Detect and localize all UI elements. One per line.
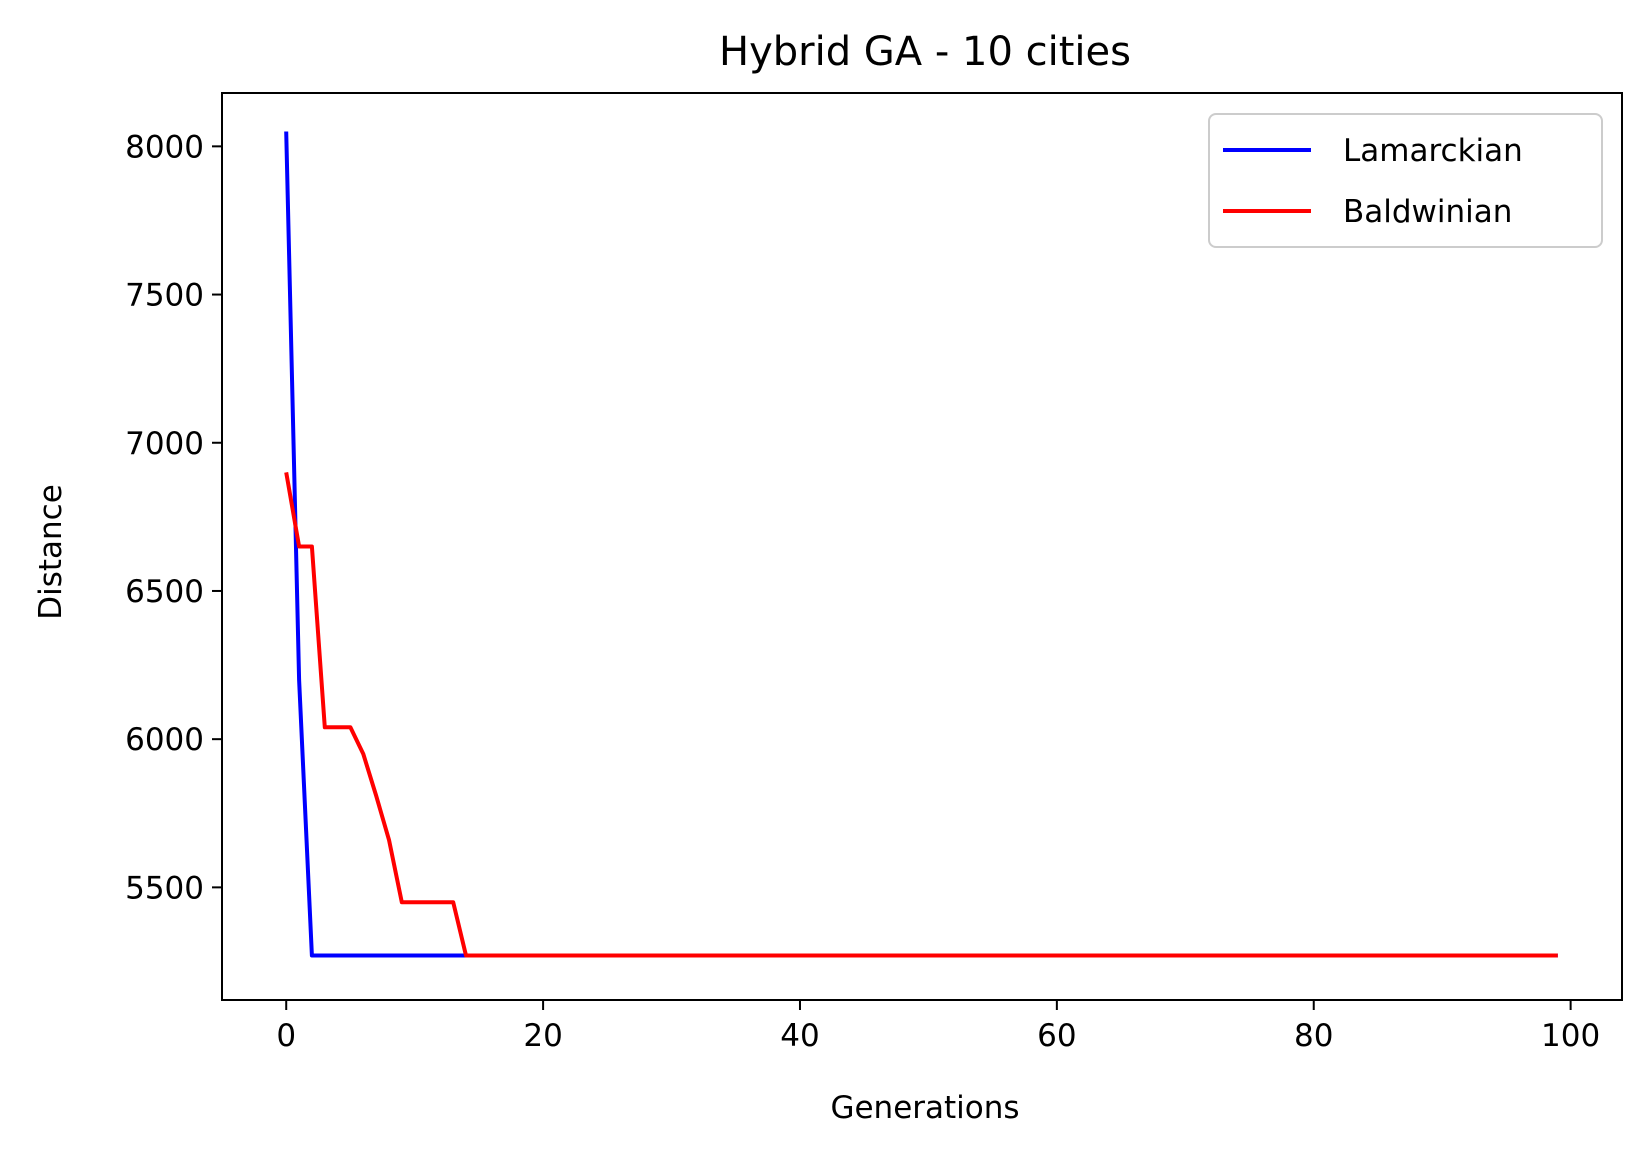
axes-frame: [221, 92, 1623, 1001]
x-axis-label: Generations: [830, 1090, 1019, 1126]
legend: Lamarckian Baldwinian: [1208, 113, 1603, 248]
x-tick-label: 20: [523, 1018, 562, 1054]
x-tick-label: 60: [1037, 1018, 1076, 1054]
plot-lines: [284, 131, 1558, 958]
y-axis-ticks: 5500 6000 6500 7000 7500 8000: [125, 129, 222, 906]
y-tick-label: 7500: [125, 278, 204, 314]
legend-label-baldwinian: Baldwinian: [1343, 194, 1512, 230]
legend-box: [1208, 113, 1603, 248]
x-tick-label: 80: [1294, 1018, 1333, 1054]
x-tick-label: 0: [276, 1018, 296, 1054]
x-tick-label: 100: [1541, 1018, 1600, 1054]
y-tick-label: 6500: [125, 574, 204, 610]
chart-title: Hybrid GA - 10 cities: [719, 29, 1131, 75]
x-axis-ticks: 0 20 40 60 80 100: [276, 1000, 1600, 1054]
y-tick-label: 6000: [125, 722, 204, 758]
y-tick-label: 5500: [125, 870, 204, 906]
y-tick-label: 7000: [125, 426, 204, 462]
y-tick-label: 8000: [125, 129, 204, 165]
y-axis-label: Distance: [33, 484, 69, 620]
x-tick-label: 40: [780, 1018, 819, 1054]
legend-label-lamarckian: Lamarckian: [1343, 133, 1523, 169]
series-line-baldwinian: [284, 472, 1558, 958]
